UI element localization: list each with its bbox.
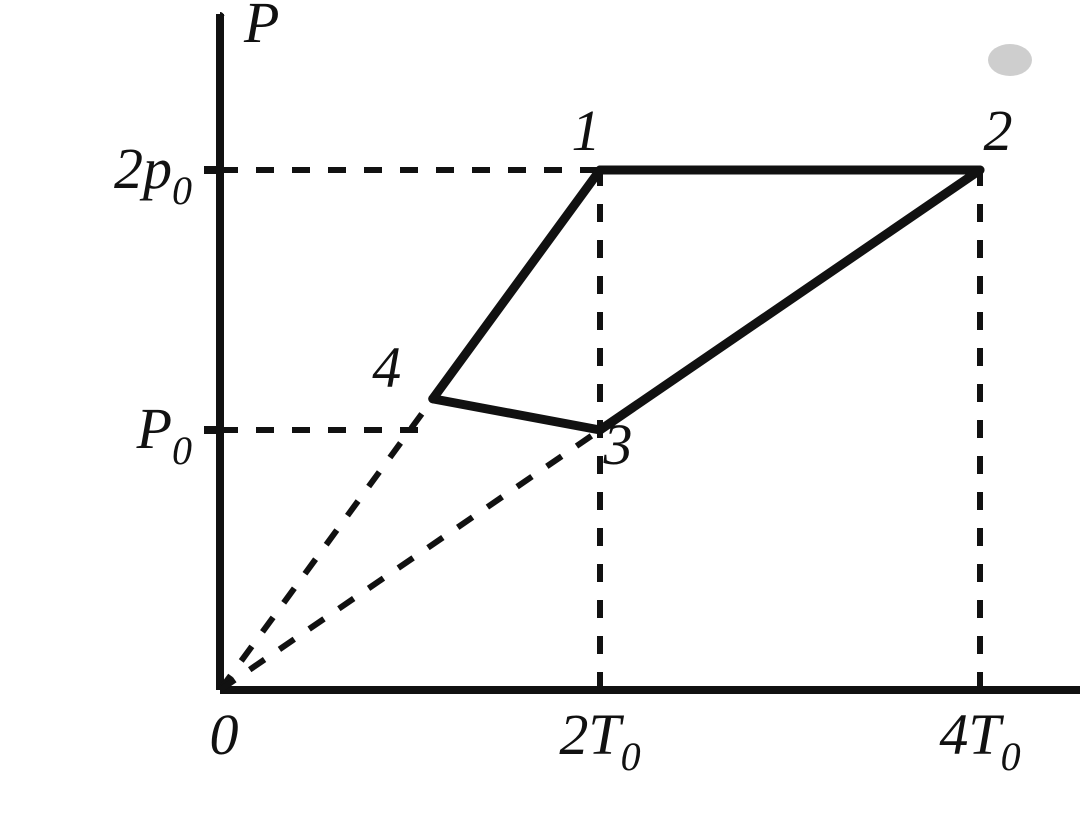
origin-label: 0 (210, 702, 239, 767)
y-tick-label: P0 (136, 396, 192, 473)
point-label: 4 (372, 335, 401, 400)
x-tick-label: 4T0 (939, 702, 1020, 779)
point-label: 2 (984, 98, 1013, 163)
cycle-edge (433, 399, 600, 430)
pt-diagram: PT0P02p02T04T01234 (0, 0, 1080, 821)
y-tick-label: 2p0 (114, 136, 192, 213)
point-label: 3 (603, 412, 633, 477)
y-axis-label: P (243, 0, 279, 55)
cycle-edge (600, 170, 980, 430)
diagram-stage: PT0P02p02T04T01234 (0, 0, 1080, 821)
smudge (988, 44, 1032, 76)
guide-line (220, 430, 600, 690)
x-tick-label: 2T0 (559, 702, 640, 779)
point-label: 1 (572, 98, 601, 163)
cycle-edge (433, 170, 600, 399)
